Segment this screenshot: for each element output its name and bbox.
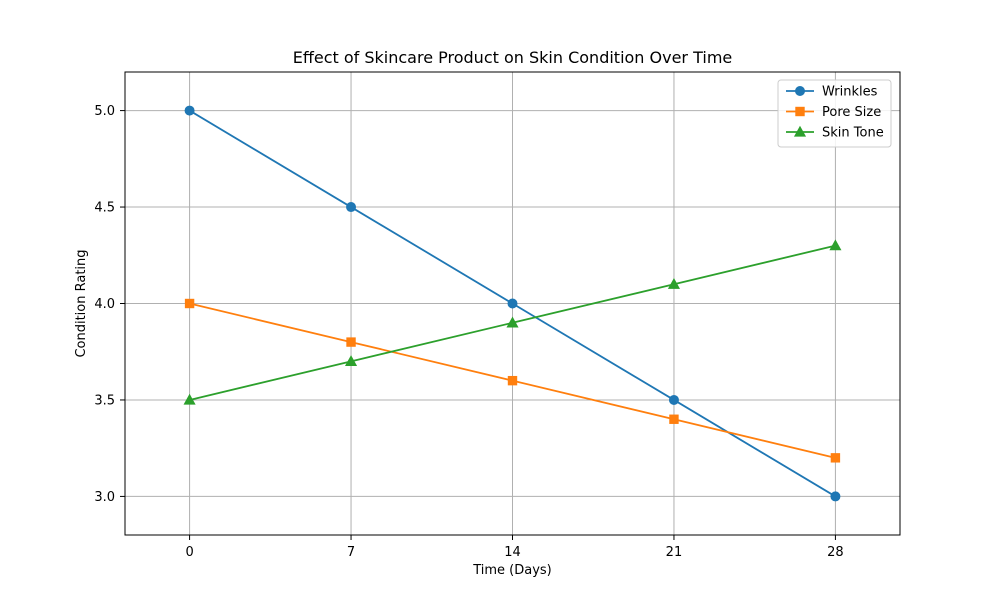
series-2 bbox=[183, 239, 842, 405]
legend-item-1: Pore Size bbox=[786, 105, 881, 120]
y-axis-label: Condition Rating bbox=[74, 249, 89, 357]
legend-label-1: Pore Size bbox=[822, 105, 881, 120]
data-point-2-3 bbox=[667, 277, 681, 289]
axis-ticks: 0 7 14 21 28 3.0 3.5 4.0 4.5 5.0 bbox=[94, 104, 843, 560]
data-point-0-0 bbox=[184, 105, 195, 116]
y-tick-label-2: 4.0 bbox=[94, 297, 115, 312]
x-tick-label-1: 7 bbox=[347, 545, 355, 560]
series-1 bbox=[184, 298, 841, 463]
data-point-0-4 bbox=[830, 491, 841, 502]
data-point-2-1 bbox=[344, 355, 358, 367]
grid bbox=[125, 72, 900, 535]
data-point-1-1 bbox=[346, 337, 356, 347]
chart-title: Effect of Skincare Product on Skin Condi… bbox=[293, 48, 733, 67]
legend-marker-0 bbox=[795, 86, 805, 96]
y-tick-label-0: 3.0 bbox=[94, 490, 115, 505]
data-point-0-3 bbox=[668, 394, 679, 405]
x-tick-label-0: 0 bbox=[185, 545, 193, 560]
legend-label-2: Skin Tone bbox=[822, 126, 884, 141]
data-point-1-2 bbox=[507, 375, 518, 386]
legend-box bbox=[777, 79, 892, 148]
legend-item-0: Wrinkles bbox=[786, 85, 878, 100]
data-point-2-2 bbox=[506, 316, 519, 328]
legend-label-0: Wrinkles bbox=[822, 85, 878, 100]
legend-marker-1 bbox=[795, 106, 805, 117]
legend: Wrinkles Pore Size Skin Tone bbox=[777, 79, 892, 148]
y-tick-label-4: 5.0 bbox=[94, 104, 115, 119]
legend-marker-2 bbox=[793, 125, 807, 137]
x-tick-label-3: 21 bbox=[666, 545, 683, 560]
data-point-1-4 bbox=[830, 453, 841, 463]
data-point-0-1 bbox=[346, 202, 357, 213]
data-point-2-4 bbox=[829, 239, 842, 251]
data-point-2-0 bbox=[183, 393, 196, 405]
x-tick-label-2: 14 bbox=[504, 545, 521, 560]
series-group bbox=[183, 105, 842, 502]
y-tick-label-3: 4.5 bbox=[94, 201, 115, 216]
data-point-1-3 bbox=[669, 414, 679, 424]
x-axis-label: Time (Days) bbox=[472, 563, 552, 578]
y-tick-label-1: 3.5 bbox=[94, 393, 115, 408]
x-tick-label-4: 28 bbox=[827, 545, 844, 560]
data-point-1-0 bbox=[184, 298, 195, 309]
legend-item-2: Skin Tone bbox=[786, 126, 884, 141]
data-point-0-2 bbox=[507, 298, 518, 309]
